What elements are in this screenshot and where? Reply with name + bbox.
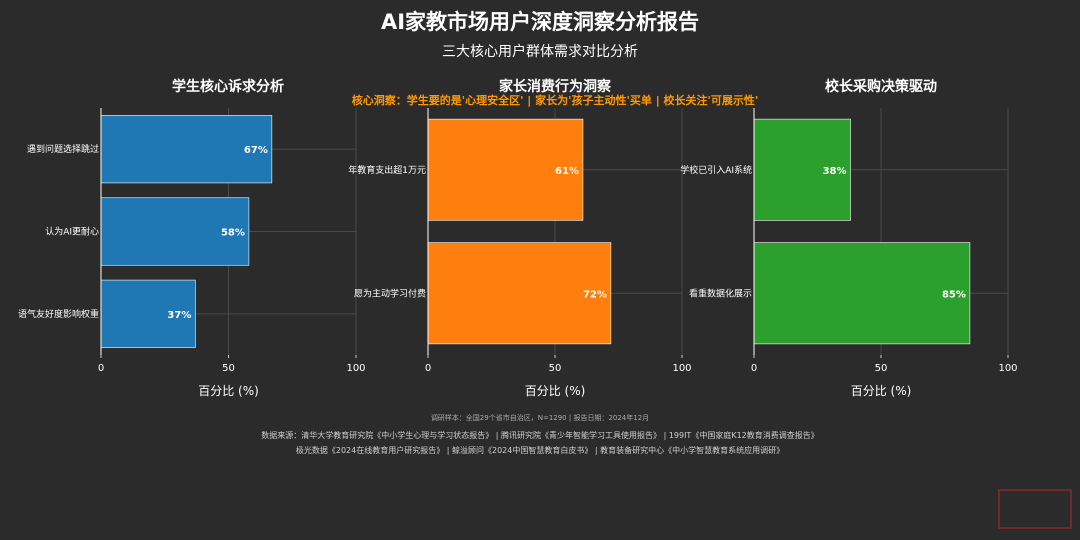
chart-title-students: 学生核心诉求分析 [172, 79, 284, 95]
value-label-parents-0: 61% [555, 166, 579, 177]
x-axis-label-students: 百分比 (%) [198, 384, 259, 398]
category-label-parents-0: 年教育支出超1万元 [348, 164, 426, 176]
bar-students-2 [100, 279, 196, 348]
x-tick-label-parents-0: 0 [425, 363, 431, 374]
core-insight: 核心洞察：学生要的是'心理安全区' | 家长为'孩子主动性'买单 | 校长关注'… [351, 94, 759, 107]
category-label-students-0: 遇到问题选择跳过 [27, 143, 99, 155]
category-label-principals-0: 学校已引入AI系统 [680, 164, 752, 176]
bar-students-0 [100, 115, 273, 184]
x-tick-label-parents-2: 100 [672, 363, 691, 374]
data-sources-line-2: 极光数据《2024在线教育用户研究报告》 | 鲸溢顾问《2024中国智慧教育白皮… [295, 446, 785, 455]
category-label-students-1: 认为AI更耐心 [45, 226, 99, 238]
page-title: AI家教市场用户深度洞察分析报告 [380, 10, 700, 34]
category-label-principals-1: 看重数据化展示 [689, 287, 752, 299]
category-label-parents-1: 愿为主动学习付费 [354, 287, 426, 299]
x-tick-label-students-1: 50 [222, 363, 235, 374]
value-label-students-2: 37% [167, 310, 191, 321]
bar-principals-1 [753, 242, 971, 345]
bar-parents-0 [427, 118, 584, 221]
x-tick-label-principals-1: 50 [875, 363, 888, 374]
x-tick-label-principals-2: 100 [998, 363, 1017, 374]
x-tick-label-students-0: 0 [98, 363, 104, 374]
chart-title-parents: 家长消费行为洞察 [499, 79, 611, 95]
category-label-students-2: 语气友好度影响权重 [18, 308, 99, 320]
bar-students-1 [100, 197, 250, 266]
x-tick-label-parents-1: 50 [549, 363, 562, 374]
seal-stamp [998, 489, 1072, 529]
charts-canvas: 67% 遇到问题选择跳过 58% 认为AI更耐心 37% 语气友好度影响权重 0 50 100 百… [18, 108, 1018, 398]
chart-title-principals: 校长采购决策驱动 [825, 79, 937, 95]
value-label-students-0: 67% [244, 145, 268, 156]
value-label-parents-1: 72% [583, 289, 607, 300]
page-subtitle: 三大核心用户群体需求对比分析 [442, 44, 638, 60]
value-label-principals-1: 85% [942, 289, 966, 300]
x-axis-label-parents: 百分比 (%) [525, 384, 586, 398]
survey-sample-note: 调研样本：全国29个省市自治区，N=1290 | 报告日期：2024年12月 [430, 414, 650, 422]
data-sources-line-1: 数据来源：清华大学教育研究院《中小学生心理与学习状态报告》 | 腾讯研究院《青少… [261, 431, 819, 440]
x-tick-label-students-2: 100 [346, 363, 365, 374]
value-label-students-1: 58% [221, 228, 245, 239]
x-axis-label-principals: 百分比 (%) [851, 384, 912, 398]
x-tick-label-principals-0: 0 [751, 363, 757, 374]
value-label-principals-0: 38% [823, 166, 847, 177]
